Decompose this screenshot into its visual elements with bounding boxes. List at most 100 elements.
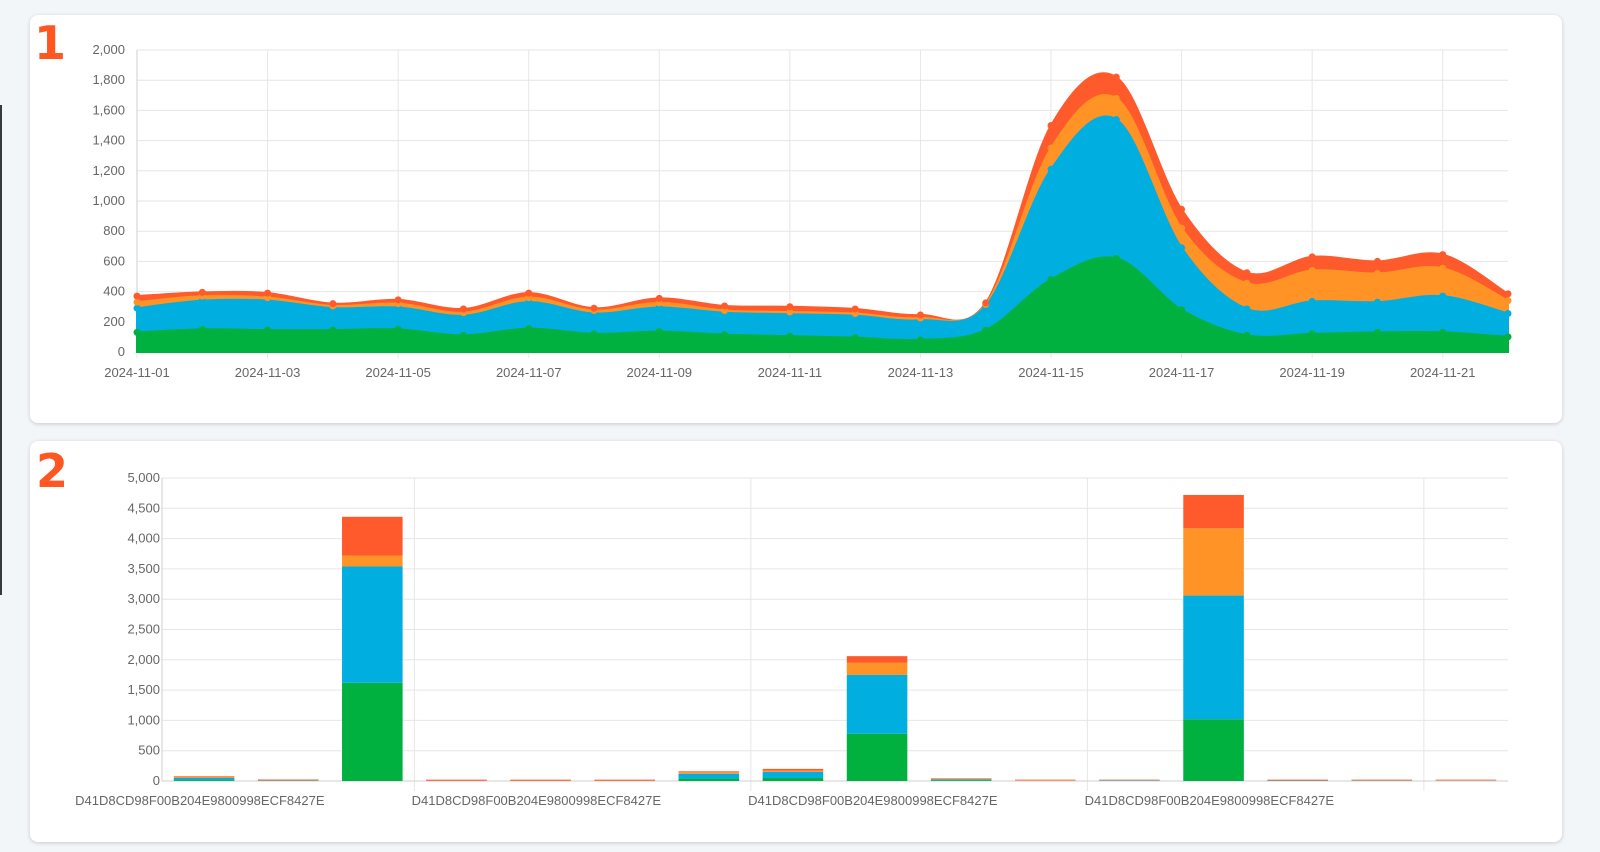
x-tick-label: 2024-11-07	[496, 365, 562, 380]
data-point-series-4	[1308, 253, 1316, 261]
bar-segment-series-2	[762, 771, 824, 778]
x-category-label: D41D8CD98F00B204E9800998ECF8427E	[748, 793, 998, 808]
data-point-series-1	[459, 331, 467, 339]
data-point-series-4	[198, 288, 206, 296]
bar-segment-series-2	[678, 773, 740, 779]
data-point-series-4	[1373, 257, 1381, 265]
data-point-series-1	[1243, 331, 1251, 339]
left-edge-rule	[0, 105, 2, 595]
bar-segment-series-1	[846, 733, 908, 781]
bar-segment-series-2	[257, 780, 319, 781]
data-point-series-4	[394, 296, 402, 304]
y-tick-label: 200	[103, 314, 125, 329]
y-tick-label: 5,000	[127, 470, 160, 485]
bar-segment-series-2	[173, 777, 235, 781]
data-point-series-4	[786, 303, 794, 311]
data-point-series-4	[916, 311, 924, 319]
x-tick-label: 2024-11-11	[758, 365, 823, 380]
bar-baseline-marker	[1015, 779, 1076, 781]
bar-segment-series-1	[678, 778, 740, 781]
data-point-series-3	[1243, 279, 1251, 287]
data-point-series-4	[1047, 122, 1055, 129]
data-point-series-1	[133, 328, 141, 336]
bar-baseline-marker	[1351, 779, 1413, 781]
bar-segment-series-1	[173, 780, 235, 781]
bar-segment-series-4	[426, 780, 487, 781]
bar-segment-series-4	[594, 780, 655, 781]
data-point-series-4	[1504, 290, 1512, 298]
data-point-series-1	[198, 325, 206, 333]
y-tick-label: 800	[103, 223, 125, 238]
x-tick-label: 2024-11-19	[1279, 365, 1345, 380]
area-series-1	[136, 256, 1509, 353]
y-tick-label: 2,500	[127, 622, 160, 637]
data-point-series-2	[1178, 244, 1186, 252]
data-point-series-2	[1308, 297, 1316, 305]
y-tick-label: 1,600	[92, 102, 125, 117]
bar-baseline-marker	[426, 779, 487, 781]
data-point-series-4	[1112, 73, 1120, 81]
data-point-series-3	[133, 298, 141, 306]
x-category-label: D41D8CD98F00B204E9800998ECF8427E	[412, 793, 662, 808]
data-point-series-2	[133, 304, 141, 312]
data-point-series-2	[1504, 309, 1512, 317]
bar-segment-series-4	[510, 780, 571, 781]
data-point-series-1	[264, 326, 272, 334]
bar-segment-series-3	[762, 770, 824, 772]
bar-segment-series-4	[762, 768, 824, 771]
y-tick-label: 1,200	[92, 163, 125, 178]
bar-segment-series-2	[1099, 780, 1160, 781]
data-point-series-4	[1439, 251, 1447, 259]
data-point-series-4	[329, 300, 337, 308]
data-point-series-1	[655, 328, 663, 336]
y-tick-label: 4,000	[127, 531, 160, 546]
data-point-series-3	[1504, 297, 1512, 305]
bar-segment-series-3	[173, 776, 235, 778]
bar-segment-series-1	[1183, 719, 1244, 781]
x-tick-label: 2024-11-13	[888, 365, 954, 380]
bar-baseline-marker	[510, 779, 571, 781]
data-point-series-2	[1373, 298, 1381, 306]
x-category-label: D41D8CD98F00B204E9800998ECF8427E	[1085, 793, 1335, 808]
data-point-series-4	[1178, 205, 1186, 213]
data-point-series-4	[982, 299, 990, 307]
data-point-series-1	[590, 330, 598, 338]
chart-card-1	[30, 15, 1562, 423]
data-point-series-2	[1243, 305, 1251, 313]
x-tick-label: 2024-11-09	[627, 365, 693, 380]
bar-baseline-marker	[257, 779, 319, 781]
data-point-series-1	[786, 332, 794, 340]
data-point-series-1	[916, 336, 924, 344]
bar-baseline-marker	[1435, 779, 1497, 781]
data-point-series-1	[329, 326, 337, 334]
data-point-series-3	[1178, 224, 1186, 232]
data-point-series-4	[851, 305, 859, 313]
data-point-series-1	[1439, 328, 1447, 336]
bar-segment-series-3	[342, 555, 403, 567]
data-point-series-4	[264, 289, 272, 297]
bar-segment-series-3	[1183, 528, 1244, 596]
bar-segment-series-4	[678, 771, 740, 773]
area-series-2	[136, 115, 1509, 353]
bar-segment-series-1	[930, 780, 992, 781]
data-point-series-1	[982, 326, 990, 334]
bar-segment-series-2	[846, 674, 908, 734]
data-point-series-1	[394, 325, 402, 333]
y-tick-label: 1,000	[127, 712, 160, 727]
data-point-series-4	[1243, 269, 1251, 277]
panel-number-2: 2	[36, 444, 69, 498]
bar-segment-series-3	[678, 772, 740, 774]
data-point-series-4	[655, 294, 663, 302]
x-tick-label: 2024-11-05	[365, 365, 431, 380]
data-point-series-3	[1112, 94, 1120, 102]
data-point-series-1	[1504, 333, 1512, 341]
data-point-series-1	[1308, 330, 1316, 338]
y-tick-label: 400	[103, 284, 125, 299]
bar-segment-series-1	[762, 777, 824, 781]
bar-baseline-marker	[1267, 779, 1328, 781]
data-point-series-1	[1047, 276, 1055, 284]
y-tick-label: 3,500	[127, 561, 160, 576]
y-tick-label: 600	[103, 253, 125, 268]
